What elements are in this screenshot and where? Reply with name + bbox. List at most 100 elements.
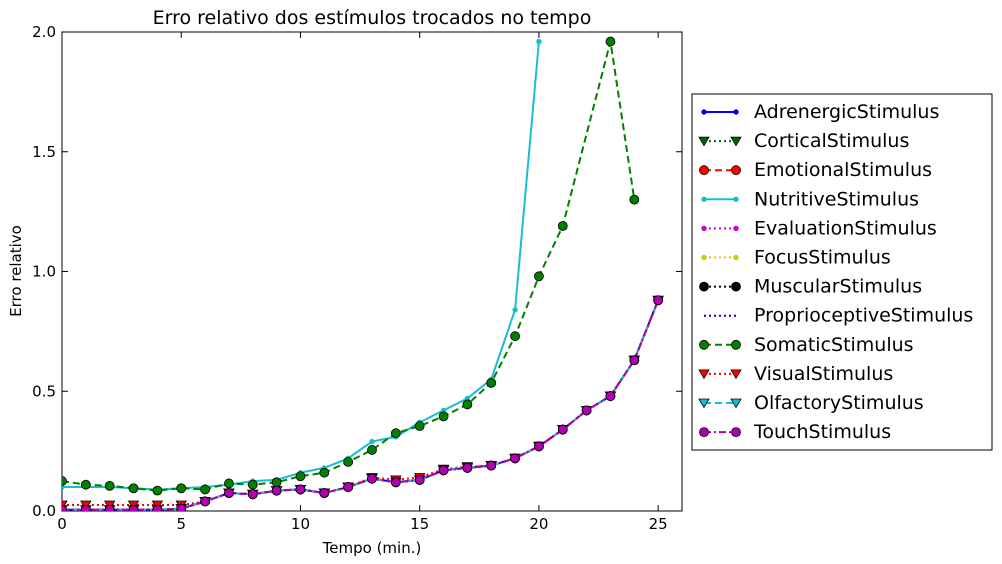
data-point [62,476,67,486]
legend-marker [699,281,709,292]
legend-marker [699,427,709,438]
data-point [319,467,330,478]
legend-item: NutritiveStimulus [701,188,919,210]
data-point [557,424,568,435]
legend-label: NutritiveStimulus [754,188,919,210]
data-point [605,36,616,47]
y-tick-label: 0.0 [32,502,56,520]
legend-label: AdrenergicStimulus [754,101,939,123]
legend-label: EmotionalStimulus [754,159,932,181]
legend-marker [698,398,710,409]
legend-label: SomaticStimulus [754,334,914,356]
legend-marker [733,196,739,203]
data-point [176,503,187,511]
legend-item: AdrenergicStimulus [701,101,939,123]
x-axis-label: Tempo (min.) [322,539,422,557]
data-point [128,504,139,511]
legend-item: CorticalStimulus [698,130,909,152]
legend-item: FocusStimulus [701,247,891,269]
data-point [486,460,497,471]
x-tick-label: 5 [176,515,186,533]
x-tick-label: 25 [649,515,668,533]
data-point [629,194,640,205]
legend-item: VisualStimulus [698,363,893,385]
legend-marker [699,165,709,176]
legend-label: MuscularStimulus [754,276,922,298]
data-point [369,438,375,445]
legend-label: CorticalStimulus [754,130,909,152]
data-point [152,504,163,511]
y-tick-label: 2.0 [32,23,56,41]
legend-marker [731,165,741,176]
data-point [367,445,377,455]
legend-marker [731,427,741,438]
legend-marker [731,281,741,292]
data-point [390,428,401,439]
data-point [414,474,425,485]
legend-marker [699,339,709,350]
data-point [414,421,425,431]
legend-label: OlfactoryStimulus [754,392,924,414]
data-point [510,453,520,464]
data-point [605,391,616,401]
data-point [271,477,282,488]
data-point [486,377,497,388]
data-point [438,411,449,422]
y-axis-label: Erro relativo [7,225,25,317]
legend-marker [733,254,739,261]
data-point [295,471,306,482]
legend-item: OlfactoryStimulus [698,392,924,414]
data-point [200,484,210,495]
legend-marker [701,196,707,203]
legend-marker [733,225,739,232]
x-tick-label: 0 [57,515,67,533]
data-point [438,465,449,476]
data-point [534,441,544,452]
legend-label: EvaluationStimulus [754,217,937,239]
legend-frame [691,93,993,451]
data-point [510,331,520,342]
legend-marker [730,369,742,380]
legend-label: FocusStimulus [754,247,891,269]
legend-marker [698,369,710,380]
data-point [367,473,377,484]
legend-item: SomaticStimulus [699,334,914,356]
data-point [581,405,592,416]
chart-title: Erro relativo dos estímulos trocados no … [153,7,592,29]
x-tick-label: 10 [291,515,310,533]
data-point [152,485,163,496]
data-point [80,504,91,511]
data-point [653,295,664,306]
data-point [319,488,330,498]
data-point [390,477,401,488]
legend-marker [701,254,707,261]
data-point [343,457,354,467]
data-point [247,489,258,500]
legend-marker [701,109,707,115]
x-tick-label: 20 [529,515,548,533]
data-point [295,484,306,495]
data-point [462,462,473,473]
data-point [80,479,91,490]
data-point [128,483,139,494]
data-point [224,478,234,489]
series-TouchStimulus [62,295,664,511]
data-point [343,482,354,492]
data-point [176,483,187,494]
y-tick-label: 1.0 [32,263,56,281]
legend-item: ProprioceptiveStimulus [704,305,973,327]
legend-label: TouchStimulus [753,421,891,443]
data-point [62,484,65,490]
data-point [462,399,473,410]
legend-marker [731,339,741,350]
legend-item: EvaluationStimulus [701,217,937,239]
series-group [62,36,664,511]
y-tick-label: 1.5 [32,143,56,161]
data-point [629,355,640,366]
legend-marker [701,225,707,232]
y-tick-label: 0.5 [32,382,56,400]
legend: AdrenergicStimulus CorticalStimulus Emotio… [691,93,993,451]
legend-label: ProprioceptiveStimulus [754,305,973,327]
legend-item: TouchStimulus [699,421,891,443]
